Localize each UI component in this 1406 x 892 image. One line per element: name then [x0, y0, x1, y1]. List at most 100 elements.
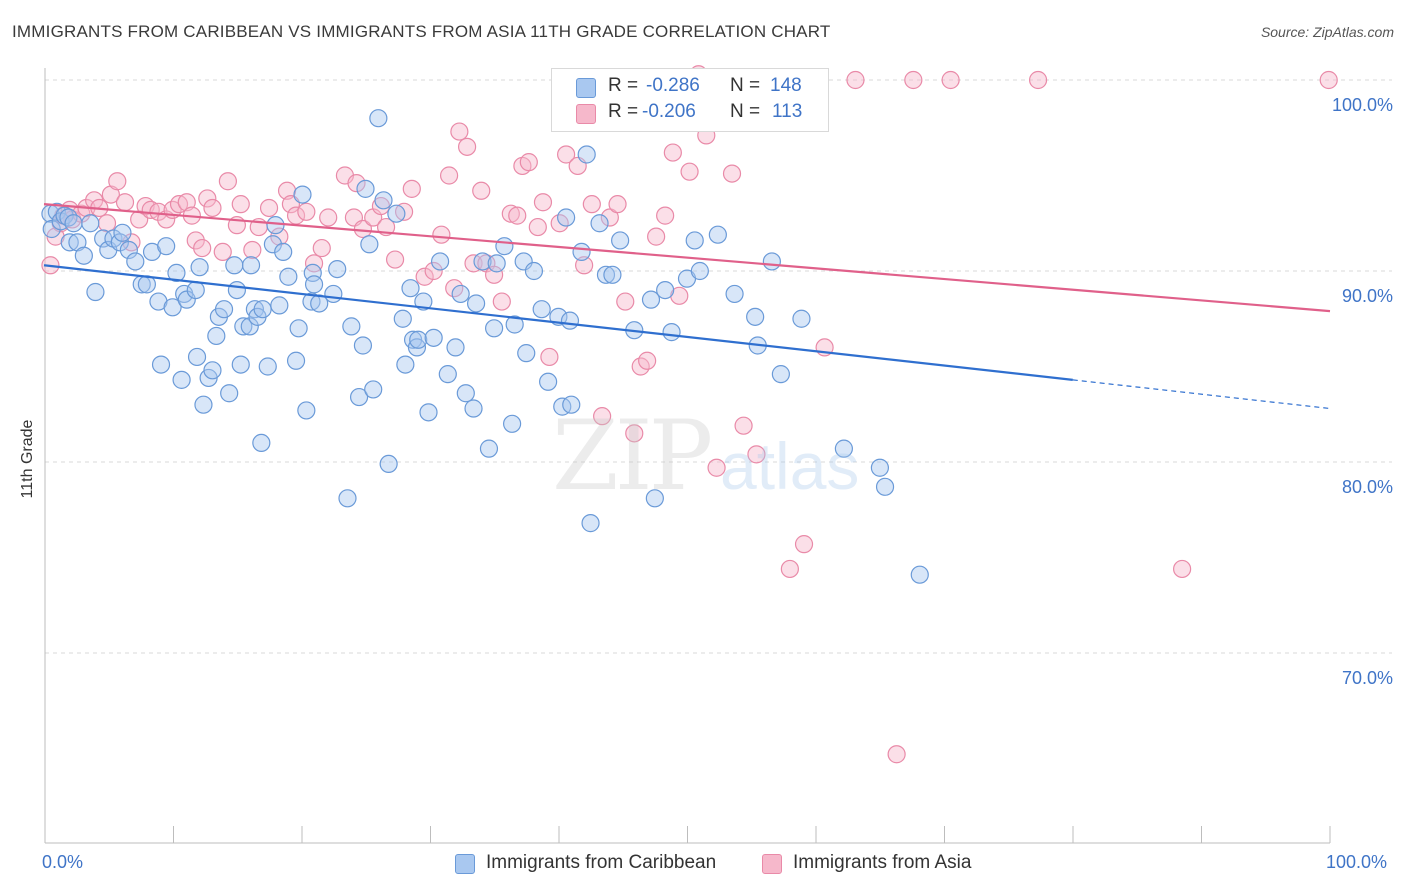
asia-point [457, 137, 477, 156]
caribbean-point [387, 204, 406, 223]
asia-point [747, 445, 766, 464]
asia-point [638, 351, 657, 370]
asia-point [472, 181, 491, 200]
caribbean-point [524, 261, 544, 281]
watermark-zip: ZIP [552, 400, 713, 512]
asia-point [501, 204, 520, 223]
caribbean-point [293, 185, 312, 204]
asia-point [941, 70, 960, 90]
caribbean-point [304, 275, 324, 294]
asia-point [722, 164, 742, 183]
caribbean-point [407, 338, 427, 357]
caribbean-point [163, 298, 182, 317]
asia-trend-line [43, 203, 1331, 313]
caribbean-point [464, 399, 483, 418]
watermark-atlas: atlas [720, 429, 860, 503]
caribbean-point [353, 336, 373, 355]
caribbean-point [910, 565, 929, 584]
y-tick-label: 100.0% [1331, 95, 1393, 115]
caribbean-point [487, 254, 506, 273]
caribbean-point [409, 330, 428, 349]
asia-point [177, 193, 196, 212]
asia-point [464, 254, 483, 273]
caribbean-point [328, 259, 347, 279]
asia-point [656, 206, 675, 225]
caribbean-point [379, 454, 398, 474]
asia-point [203, 198, 222, 218]
caribbean-point [603, 265, 622, 284]
caribbean-point [466, 294, 486, 313]
asia-point [297, 202, 316, 221]
caribbean-point [274, 242, 293, 261]
legend-swatch-caribbean [576, 78, 596, 98]
caribbean-point [725, 284, 744, 304]
caribbean-point [64, 214, 83, 233]
caribbean-point [81, 214, 100, 233]
asia-point [780, 559, 799, 579]
caribbean-point [60, 233, 79, 252]
caribbean-point [227, 281, 246, 300]
caribbean-point [220, 384, 239, 403]
asia-point [575, 256, 594, 275]
caribbean-point [424, 328, 443, 347]
legend-n-value: 113 [772, 101, 803, 122]
caribbean-point [539, 372, 558, 391]
caribbean-point [119, 240, 138, 260]
asia-point [707, 458, 726, 477]
caribbean-point [645, 489, 664, 508]
caribbean-point [560, 311, 580, 330]
caribbean-point [253, 300, 272, 319]
caribbean-point [503, 414, 522, 433]
caribbean-point [517, 344, 536, 363]
asia-point [198, 189, 217, 208]
asia-point [582, 195, 601, 214]
correlation-legend: R = -0.286 N = 148 R = -0.206 N = 113 [551, 68, 829, 132]
caribbean-point [172, 370, 191, 389]
legend-r-value: -0.286 [646, 75, 700, 96]
legend-n-label: N = [730, 101, 761, 122]
asia-point [557, 145, 576, 164]
caribbean-point [86, 282, 105, 302]
caribbean-point [834, 439, 853, 458]
caribbean-point [401, 279, 420, 298]
caribbean-point [456, 384, 475, 403]
caribbean-point [446, 338, 465, 357]
asia-point [312, 238, 331, 258]
legend-row-asia: R = -0.206 N = 113 [552, 101, 828, 127]
asia-point [593, 407, 612, 426]
asia-point [887, 745, 906, 764]
x-tick-label-min: 0.0% [42, 852, 84, 872]
caribbean-point [263, 235, 283, 254]
series-name-asia: Immigrants from Asia [793, 852, 972, 873]
caribbean-point [113, 223, 132, 242]
caribbean-point [203, 361, 222, 380]
asia-point [186, 231, 205, 250]
asia-point [270, 227, 289, 246]
asia-point [600, 208, 619, 227]
caribbean-point [746, 307, 765, 326]
legend-r-label: R = [608, 75, 639, 96]
caribbean-point [207, 326, 226, 346]
asia-point [319, 208, 338, 227]
caribbean-point [126, 252, 145, 271]
caribbean-point [74, 246, 93, 265]
asia-point [385, 250, 405, 269]
asia-point [508, 206, 527, 225]
caribbean-point [186, 281, 205, 300]
caribbean-point [297, 401, 316, 420]
asia-point [277, 181, 297, 200]
caribbean-point [577, 145, 596, 164]
asia-point [647, 227, 666, 246]
asia-point [231, 195, 250, 214]
caribbean-point [396, 355, 415, 374]
caribbean-trend-line [43, 264, 1073, 381]
asia-point [450, 122, 469, 141]
asia-point [402, 179, 421, 198]
asia-point [115, 193, 135, 212]
series-name-caribbean: Immigrants from Caribbean [486, 852, 717, 873]
caribbean-point [419, 403, 438, 422]
asia-point [625, 424, 644, 443]
asia-point [193, 238, 212, 258]
axes [44, 68, 1331, 844]
caribbean-point [438, 365, 457, 384]
